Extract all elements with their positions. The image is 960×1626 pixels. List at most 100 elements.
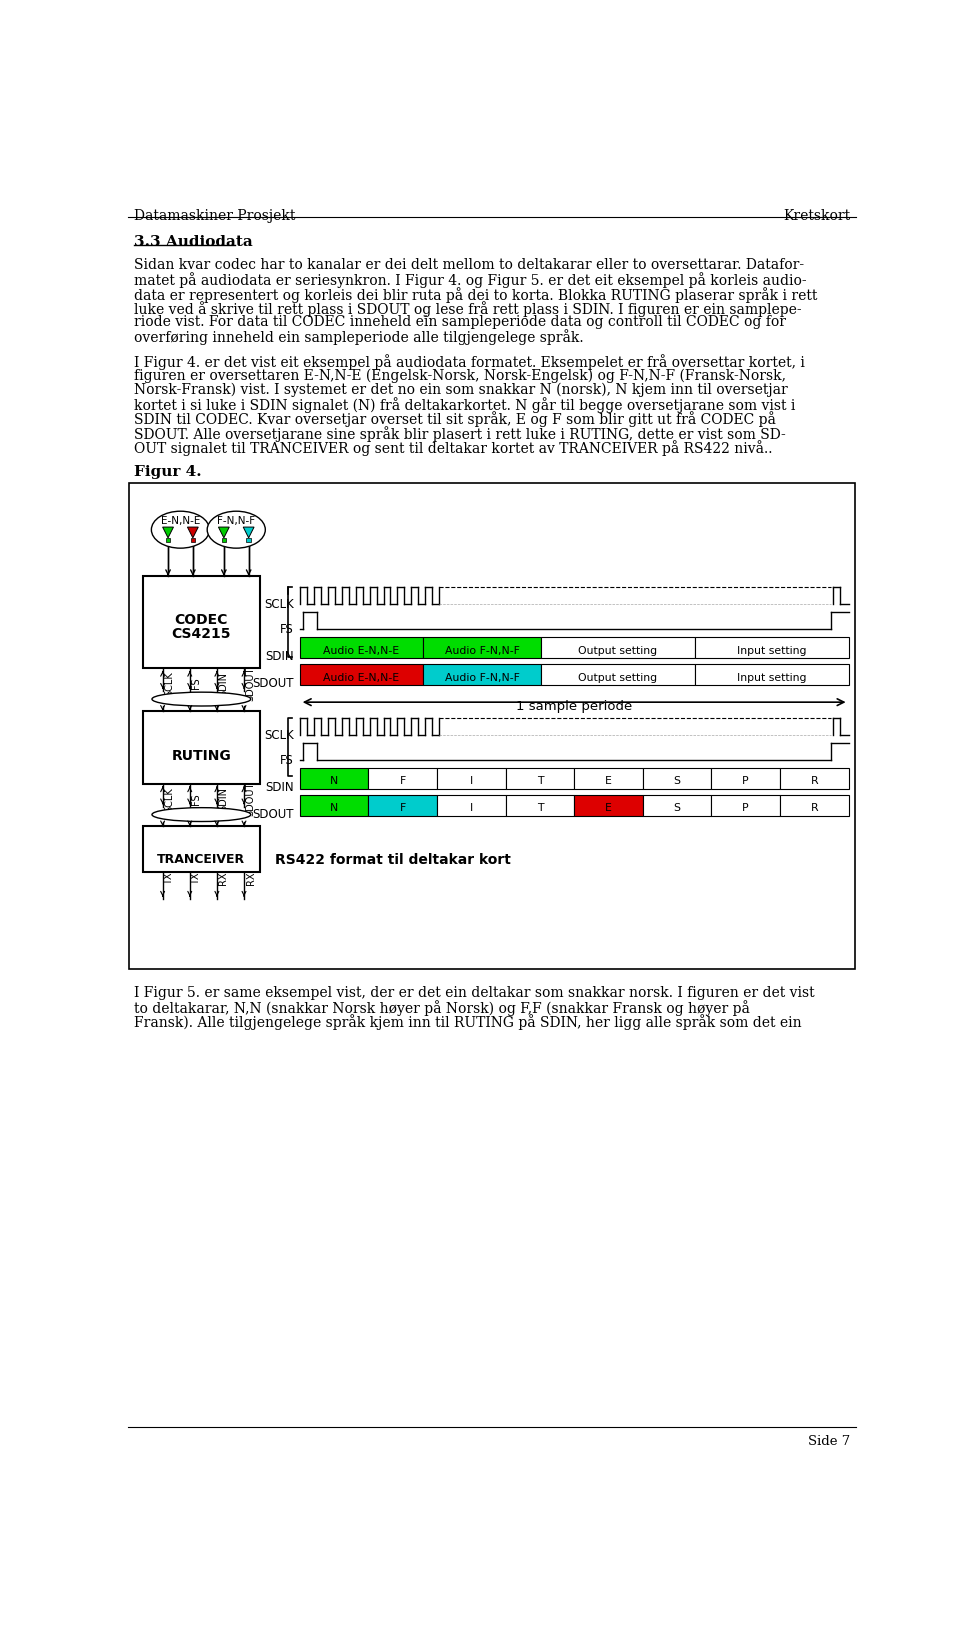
Text: SCLK: SCLK	[164, 787, 174, 811]
Text: N: N	[330, 803, 338, 813]
Bar	[300, 767, 369, 789]
Text: Norsk-Fransk) vist. I systemet er det no ein som snakkar N (norsk), N kjem inn t: Norsk-Fransk) vist. I systemet er det no…	[134, 384, 788, 397]
Text: T: T	[537, 777, 543, 787]
Text: to deltakarar, N,N (snakkar Norsk høyer på Norsk) og F,F (snakkar Fransk og høye: to deltakarar, N,N (snakkar Norsk høyer …	[134, 1000, 750, 1016]
Text: P: P	[742, 803, 749, 813]
Text: P: P	[742, 777, 749, 787]
Bar	[369, 767, 437, 789]
Text: CODEC: CODEC	[175, 613, 228, 628]
Polygon shape	[243, 527, 254, 538]
Bar	[191, 538, 195, 541]
Polygon shape	[187, 527, 199, 538]
Text: SDIN: SDIN	[265, 780, 294, 793]
Text: R: R	[810, 777, 818, 787]
Text: I Figur 5. er same eksempel vist, der er det ein deltakar som snakkar norsk. I f: I Figur 5. er same eksempel vist, der er…	[134, 985, 815, 1000]
Text: I Figur 4. er det vist eit eksempel på audiodata formatet. Eksempelet er frå ove: I Figur 4. er det vist eit eksempel på a…	[134, 354, 804, 371]
Bar	[300, 637, 423, 659]
Bar	[369, 795, 437, 816]
Bar	[541, 637, 695, 659]
Text: kortet i si luke i SDIN signalet (N) frå deltakarkortet. N går til begge overset: kortet i si luke i SDIN signalet (N) frå…	[134, 397, 795, 413]
Polygon shape	[162, 527, 174, 538]
Bar	[574, 795, 643, 816]
Text: OUT signalet til TRANCEIVER og sent til deltakar kortet av TRANCEIVER på RS422 n: OUT signalet til TRANCEIVER og sent til …	[134, 441, 773, 455]
Text: SDOUT: SDOUT	[252, 676, 294, 689]
Bar	[300, 795, 369, 816]
Text: TX: TX	[164, 872, 174, 885]
Bar	[423, 637, 541, 659]
Text: SCLK: SCLK	[264, 598, 294, 611]
Bar	[541, 663, 695, 685]
Text: Datamaskiner Prosjekt: Datamaskiner Prosjekt	[134, 210, 296, 223]
Text: luke ved å skrive til rett plass i SDOUT og lese frå rett plass i SDIN. I figure: luke ved å skrive til rett plass i SDOUT…	[134, 301, 802, 317]
Text: TRANCEIVER: TRANCEIVER	[157, 854, 246, 867]
Bar	[143, 826, 259, 872]
Text: TX: TX	[191, 872, 202, 885]
Bar	[711, 767, 780, 789]
Text: SDOUT: SDOUT	[252, 808, 294, 821]
Text: Figur 4.: Figur 4.	[134, 465, 202, 480]
Bar	[247, 538, 251, 541]
Ellipse shape	[152, 693, 251, 706]
Bar	[574, 767, 643, 789]
Text: Audio F-N,N-F: Audio F-N,N-F	[444, 673, 519, 683]
Text: N: N	[330, 777, 338, 787]
Bar	[506, 767, 574, 789]
Bar	[437, 767, 506, 789]
Text: SDOUT. Alle oversetjarane sine språk blir plasert i rett luke i RUTING, dette er: SDOUT. Alle oversetjarane sine språk bli…	[134, 426, 785, 442]
Text: Audio F-N,N-F: Audio F-N,N-F	[444, 646, 519, 655]
Text: E: E	[605, 803, 612, 813]
Text: 1 sample periode: 1 sample periode	[516, 699, 633, 712]
Ellipse shape	[152, 808, 251, 821]
Text: F: F	[399, 803, 406, 813]
Text: S: S	[674, 803, 681, 813]
Bar	[143, 576, 259, 668]
Text: FS: FS	[280, 754, 294, 767]
Text: RS422 format til deltakar kort: RS422 format til deltakar kort	[275, 854, 511, 867]
Text: SCLK: SCLK	[164, 672, 174, 696]
Text: Side 7: Side 7	[807, 1434, 850, 1447]
Text: SDOUT: SDOUT	[246, 667, 255, 701]
Text: Input setting: Input setting	[737, 646, 806, 655]
Text: T: T	[537, 803, 543, 813]
Bar	[780, 767, 849, 789]
Text: SCLK: SCLK	[264, 728, 294, 741]
Text: S: S	[674, 777, 681, 787]
Text: SDOUT: SDOUT	[246, 782, 255, 816]
Bar	[695, 637, 849, 659]
Text: SDIN: SDIN	[219, 672, 228, 696]
Text: F: F	[399, 777, 406, 787]
Text: I: I	[469, 777, 473, 787]
Text: F-N,N-F: F-N,N-F	[217, 515, 255, 525]
Text: FS: FS	[191, 793, 202, 805]
Text: Output setting: Output setting	[579, 673, 658, 683]
Text: R: R	[810, 803, 818, 813]
Bar	[300, 663, 423, 685]
Bar	[423, 663, 541, 685]
Bar	[143, 711, 259, 784]
Text: riode vist. For data til CODEC inneheld ein sampleperiode data og controll til C: riode vist. For data til CODEC inneheld …	[134, 315, 786, 328]
Bar	[780, 795, 849, 816]
Text: RX: RX	[246, 872, 255, 885]
Bar	[166, 538, 170, 541]
Text: Audio E-N,N-E: Audio E-N,N-E	[324, 646, 399, 655]
Text: Input setting: Input setting	[737, 673, 806, 683]
Text: E-N,N-E: E-N,N-E	[160, 515, 200, 525]
Bar	[643, 767, 711, 789]
Text: Fransk). Alle tilgjengelege språk kjem inn til RUTING på SDIN, her ligg alle spr: Fransk). Alle tilgjengelege språk kjem i…	[134, 1015, 802, 1029]
Ellipse shape	[152, 511, 209, 548]
Text: RUTING: RUTING	[172, 750, 231, 763]
Text: SDIN til CODEC. Kvar oversetjar overset til sit språk, E og F som blir gitt ut f: SDIN til CODEC. Kvar oversetjar overset …	[134, 411, 776, 428]
Bar	[643, 795, 711, 816]
Text: Sidan kvar codec har to kanalar er dei delt mellom to deltakarar eller to overse: Sidan kvar codec har to kanalar er dei d…	[134, 259, 804, 272]
Text: CS4215: CS4215	[172, 626, 231, 641]
Polygon shape	[219, 527, 229, 538]
Bar	[437, 795, 506, 816]
Text: data er representert og korleis dei blir ruta på dei to korta. Blokka RUTING pla: data er representert og korleis dei blir…	[134, 286, 817, 302]
Text: E: E	[605, 777, 612, 787]
Bar	[506, 795, 574, 816]
Bar	[130, 483, 854, 969]
Text: FS: FS	[191, 678, 202, 689]
Text: overføring inneheld ein sampleperiode alle tilgjengelege språk.: overføring inneheld ein sampleperiode al…	[134, 330, 584, 345]
Text: Audio E-N,N-E: Audio E-N,N-E	[324, 673, 399, 683]
Text: SDIN: SDIN	[219, 787, 228, 811]
